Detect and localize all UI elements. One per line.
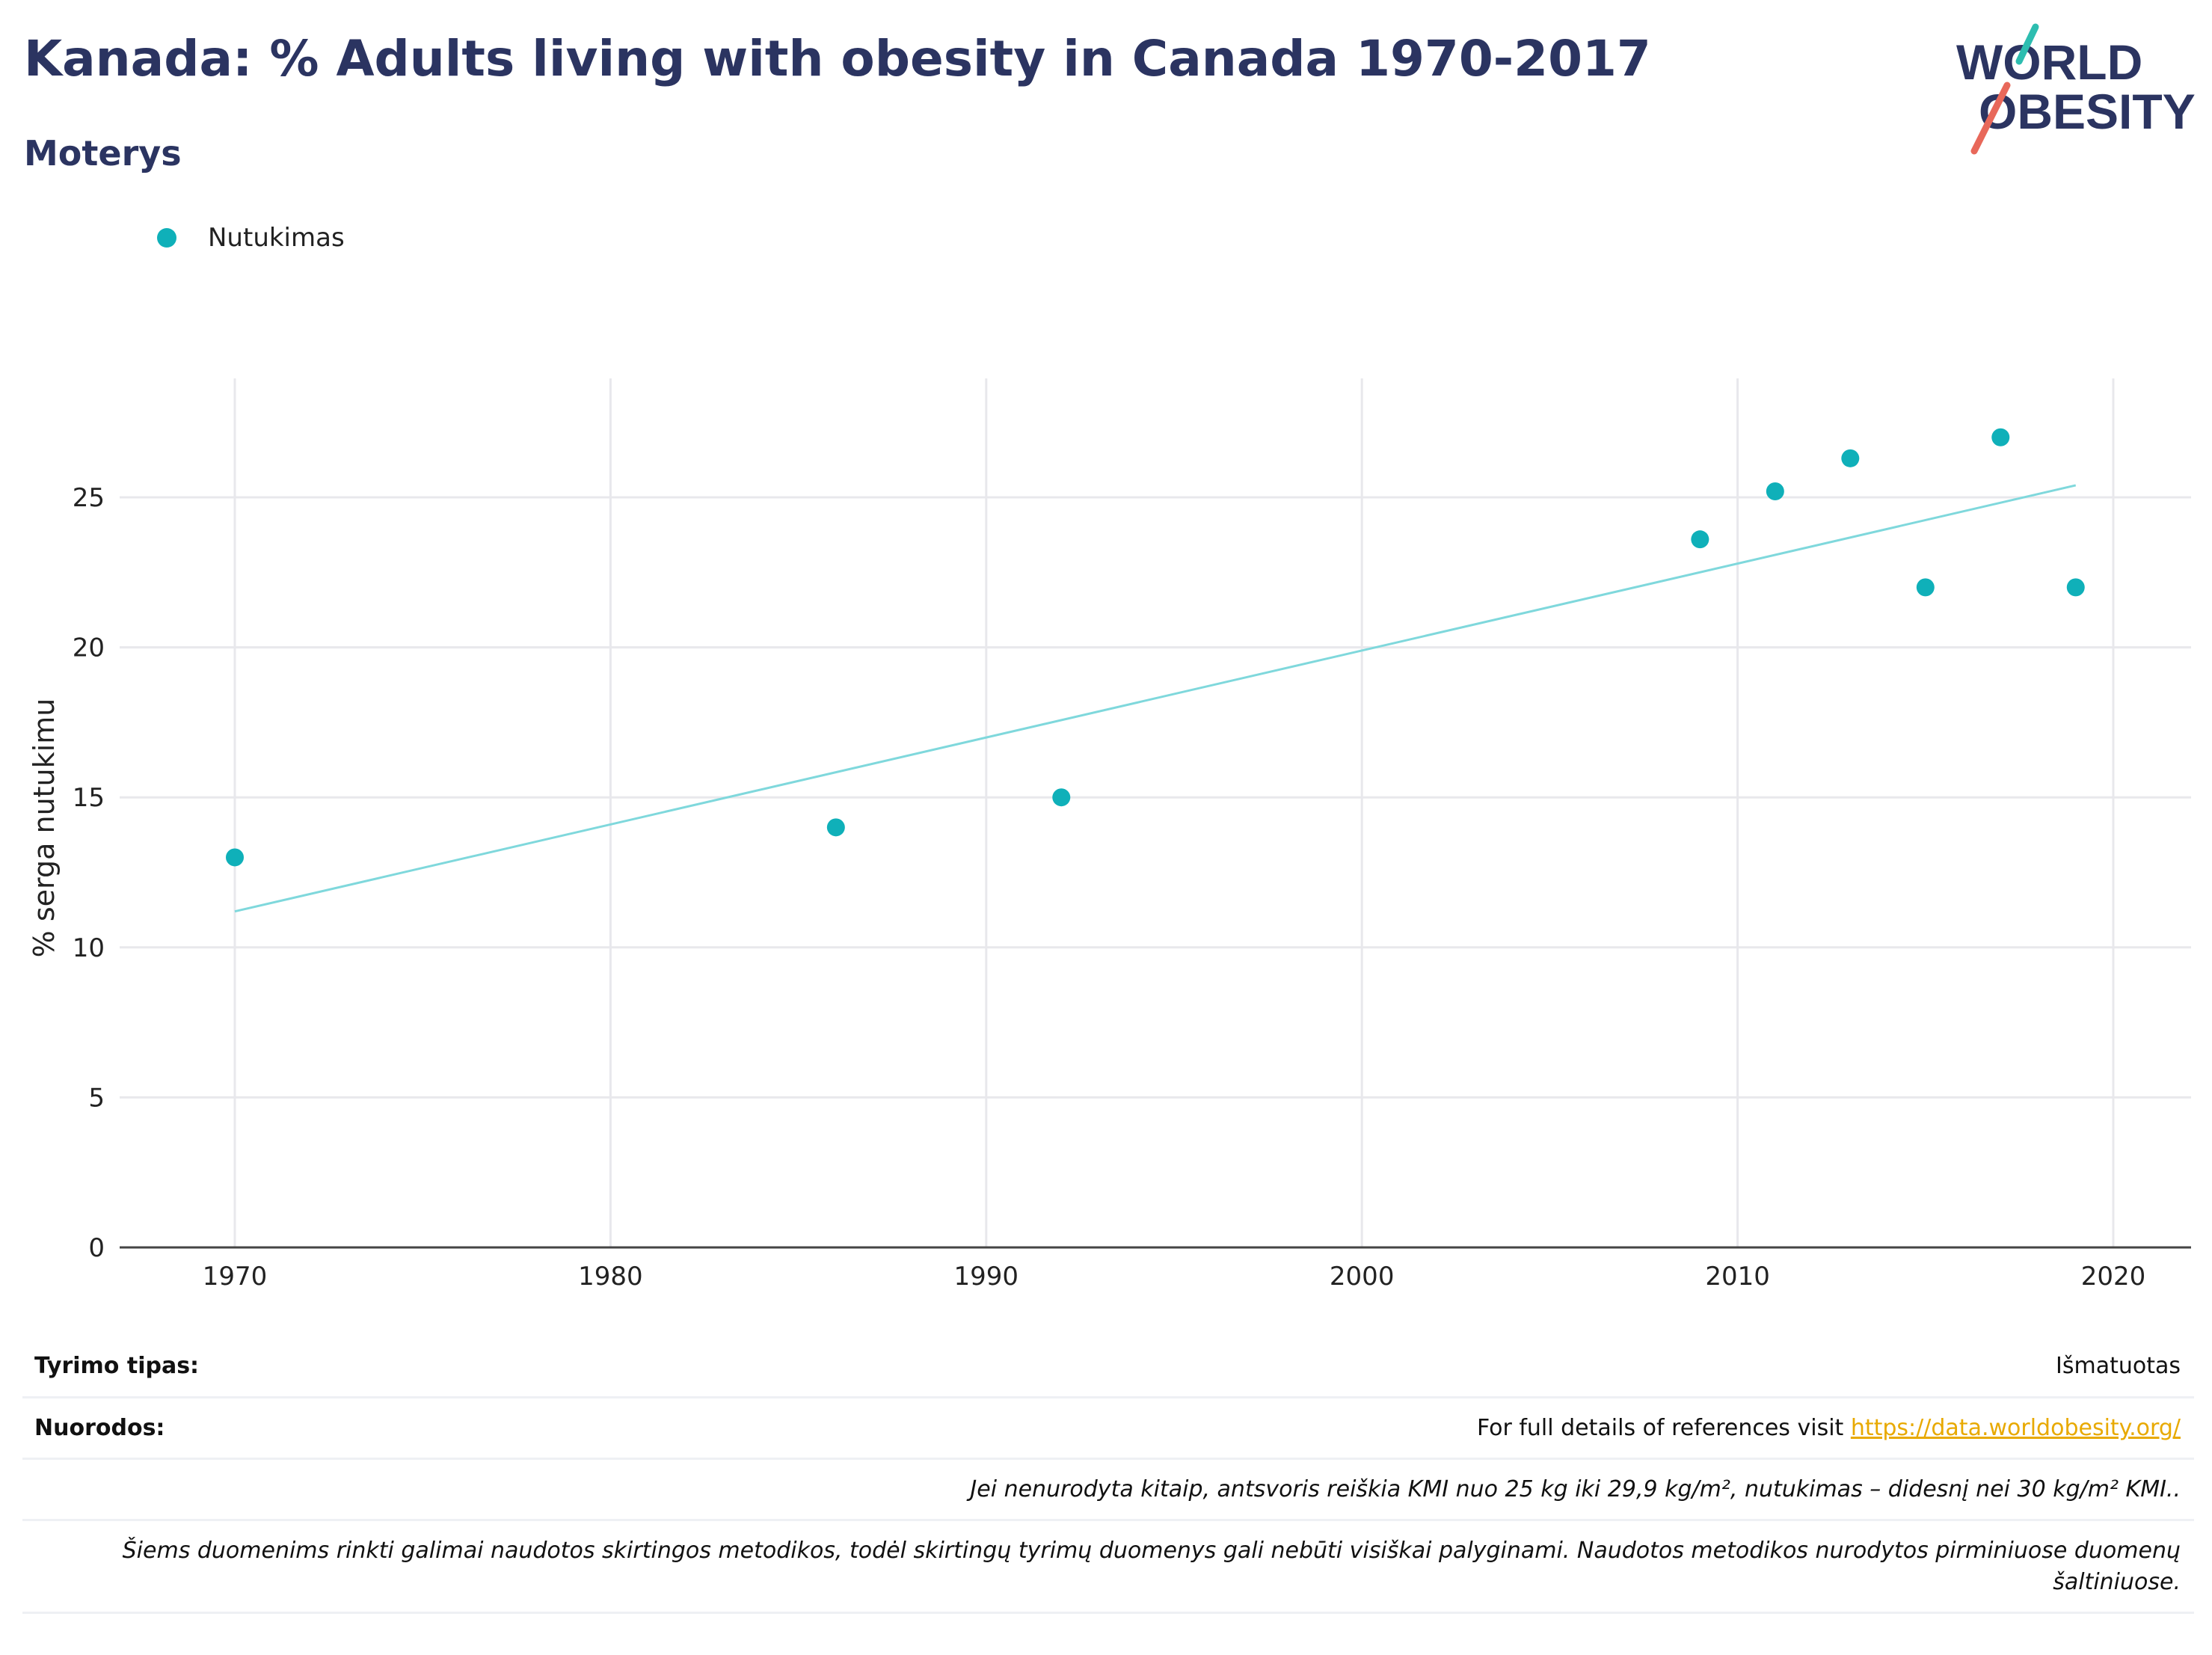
y-tick-label: 5 — [88, 1083, 105, 1113]
y-tick-label: 0 — [88, 1233, 105, 1263]
table-key: Nuorodos: — [34, 1415, 165, 1441]
table-value: Išmatuotas — [2056, 1353, 2181, 1379]
logo-word-1: WORLD — [1956, 34, 2142, 90]
logo-word-2: OBESITY — [1979, 84, 2196, 139]
x-tick-label: 1990 — [954, 1262, 1019, 1292]
data-point — [1052, 788, 1071, 807]
table-row-methodology: Šiems duomenims rinkti galimai naudotos … — [22, 1521, 2194, 1614]
y-axis-label: % serga nutukimu — [28, 698, 61, 958]
logo-slash-red — [1970, 82, 2011, 155]
table-row-definition: Jei nenurodyta kitaip, antsvoris reiškia… — [22, 1460, 2194, 1521]
data-point — [2066, 578, 2085, 597]
chart-title: Kanada: % Adults living with obesity in … — [24, 30, 1651, 87]
trend-line — [234, 484, 2077, 913]
data-point — [1916, 578, 1935, 597]
y-tick-label: 25 — [73, 483, 105, 513]
table-key: Tyrimo tipas: — [34, 1353, 200, 1379]
x-tick-label: 2020 — [2081, 1262, 2146, 1292]
y-tick-label: 20 — [73, 633, 105, 663]
legend: Nutukimas — [157, 223, 345, 253]
logo-slash-teal — [2015, 23, 2039, 65]
legend-label: Nutukimas — [208, 223, 345, 253]
y-tick-label: 10 — [73, 933, 105, 963]
table-row-references: Nuorodos: For full details of references… — [22, 1398, 2194, 1460]
chart-subtitle: Moterys — [24, 133, 182, 174]
data-point — [1991, 428, 2010, 446]
info-table: Tyrimo tipas: Išmatuotas Nuorodos: For f… — [22, 1336, 2194, 1614]
legend-marker — [157, 228, 176, 248]
x-tick-label: 1980 — [578, 1262, 643, 1292]
world-obesity-logo: WORLD OBESITY — [1956, 23, 2196, 155]
chart-area: 0 5 10 15 20 25 1970 1980 1990 2000 2010 2020 % serg… — [28, 378, 2191, 1292]
references-text: For full details of references visit — [1476, 1415, 1851, 1441]
data-point — [1841, 449, 1860, 467]
data-point — [1691, 530, 1709, 549]
y-tick-label: 15 — [73, 783, 105, 813]
x-tick-label: 2010 — [1705, 1262, 1770, 1292]
data-point — [226, 848, 244, 867]
x-tick-label: 2000 — [1330, 1262, 1395, 1292]
table-value: Šiems duomenims rinkti galimai naudotos … — [122, 1537, 2181, 1595]
table-row-survey-type: Tyrimo tipas: Išmatuotas — [22, 1336, 2194, 1398]
data-point — [826, 818, 845, 837]
table-value: Jei nenurodyta kitaip, antsvoris reiškia… — [970, 1476, 2181, 1502]
table-value: For full details of references visit htt… — [1477, 1415, 2194, 1441]
references-link[interactable]: https://data.worldobesity.org/ — [1850, 1415, 2181, 1441]
x-tick-label: 1970 — [203, 1262, 268, 1292]
data-point — [1766, 482, 1784, 500]
